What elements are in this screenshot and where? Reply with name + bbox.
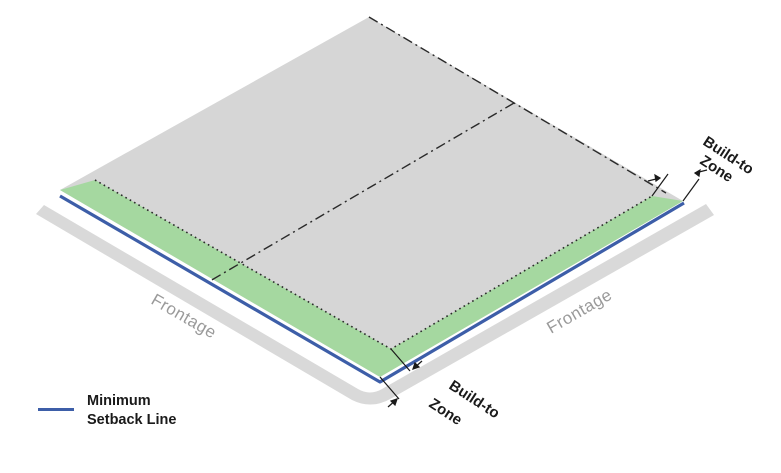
legend-label: Minimum Setback Line [87, 392, 237, 430]
legend-label-line1: Minimum [87, 393, 151, 409]
setback-line-swatch [38, 408, 74, 411]
legend-label-line2: Setback Line [87, 412, 177, 428]
lot-parcel [60, 17, 683, 377]
build-to-zone-dimension-bottom [379, 348, 423, 408]
legend: Minimum Setback Line [38, 392, 238, 432]
build-to-zone-dimension-top [647, 168, 708, 202]
build-to-zone-area [60, 180, 683, 377]
build-to-zone-label-bottom-line2: Zone [426, 395, 465, 429]
minimum-setback-line [59, 194, 685, 384]
lot-line-top [368, 16, 667, 194]
